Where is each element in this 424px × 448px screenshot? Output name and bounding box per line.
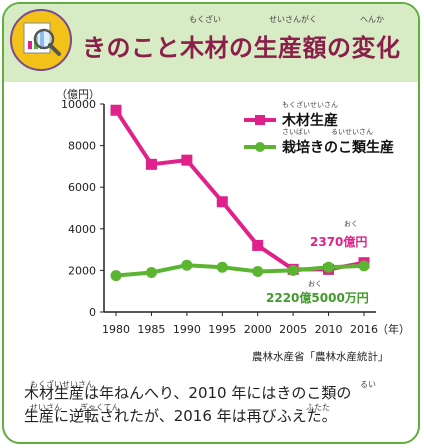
chart: （億円） （年） 0 2000 4000 6000 8000 10000 1980 1985…: [56, 88, 410, 363]
y-tick-label: 2000: [68, 264, 96, 277]
legend-marker-wood: [255, 115, 265, 125]
x-tick-label: 1980: [102, 323, 130, 336]
legend-marker-mushroom: [255, 142, 265, 152]
x-tick-label: 2016: [350, 323, 378, 336]
source-note: 農林水産省「農林水産統計」: [252, 350, 389, 363]
x-tick-label: 1995: [208, 323, 236, 336]
legend: もくざいせいさん 木材生産 さいばい るいせいさん 栽培きのこ類生産: [244, 100, 394, 156]
annotation-wood-ruby: おく: [344, 220, 358, 228]
x-tick-label: 2010: [315, 323, 343, 336]
legend-label-wood: 木材生産: [281, 112, 338, 129]
data-point-wood: [145, 158, 157, 170]
data-point-mushroom: [110, 270, 122, 282]
magnifier-chart-icon-graphic: [23, 22, 61, 56]
data-point-wood: [252, 239, 264, 251]
legend-ruby-wood: もくざいせいさん: [282, 100, 338, 109]
data-point-mushroom: [145, 266, 157, 278]
y-tick-label: 10000: [61, 98, 96, 111]
data-point-mushroom: [287, 264, 299, 276]
data-point-mushroom: [358, 260, 370, 272]
title-ruby-1: もくざい: [189, 15, 221, 24]
caption-ruby-1: もくざいせいさん: [30, 380, 94, 389]
caption: もくざいせいさん るい 木材生産は年ねんへり、2010 年にはきのこ類の せいさ…: [24, 380, 416, 428]
annotation-mushroom-ruby: おく: [308, 280, 322, 288]
annotation-wood-value: 2370億円: [310, 234, 367, 249]
x-tick-label: 2000: [244, 323, 272, 336]
caption-ruby-4: ぎゃくてん: [80, 403, 120, 412]
legend-ruby-mushroom: さいばい るいせいさん: [282, 127, 373, 136]
data-point-mushroom: [216, 261, 228, 273]
caption-ruby-3: せいさん: [30, 403, 62, 412]
y-tick-label: 8000: [68, 140, 96, 153]
y-tick-label: 4000: [68, 223, 96, 236]
title-ruby-2: せいさんがく: [269, 15, 317, 24]
x-tick-label: 1990: [173, 323, 201, 336]
annotation-mushroom-value: 2220億5000万円: [266, 290, 369, 305]
data-point-wood: [110, 104, 122, 116]
x-tick-label: 2005: [279, 323, 307, 336]
title-ruby-3: へんか: [360, 15, 384, 24]
annotations: おく 2370億円 おく 2220億5000万円: [266, 220, 369, 305]
header-band: もくざい せいさんがく へんか きのこと木材の生産額の変化: [4, 4, 418, 82]
page-title: きのこと木材の生産額の変化: [82, 34, 401, 62]
chart-axes: （億円） （年）: [56, 88, 410, 336]
y-tick-label: 6000: [68, 181, 96, 194]
data-point-wood: [216, 196, 228, 208]
y-tick-label: 0: [89, 306, 96, 319]
y-ticks: 0 2000 4000 6000 8000 10000: [61, 98, 104, 319]
magnifier-chart-icon: [10, 9, 72, 71]
caption-ruby-2: るい: [360, 380, 376, 389]
caption-line-1: 木材生産は年ねんへり、2010 年にはきのこ類の: [24, 384, 352, 402]
x-tick-label: 1985: [137, 323, 165, 336]
series-lines: [114, 109, 365, 278]
legend-label-mushroom: 栽培きのこ類生産: [282, 139, 394, 156]
series-markers: [110, 104, 370, 282]
data-point-mushroom: [252, 265, 264, 277]
series-line-mushroom: [115, 263, 365, 278]
x-ticks: 1980 1985 1990 1995 2000 2005 2010 2016: [102, 312, 378, 336]
y-axis-label: （億円）: [56, 88, 100, 101]
data-point-wood: [181, 154, 193, 166]
x-axis-label: （年）: [377, 322, 410, 336]
caption-ruby-5: ふたた: [306, 403, 330, 412]
data-point-mushroom: [181, 259, 193, 271]
caption-line-2: 生産に逆転されたが、2016 年は再びふえた。: [24, 407, 337, 425]
data-point-mushroom: [323, 261, 335, 273]
infographic-card: もくざい せいさんがく へんか きのこと木材の生産額の変化 （億円） （年） 0…: [2, 2, 420, 444]
